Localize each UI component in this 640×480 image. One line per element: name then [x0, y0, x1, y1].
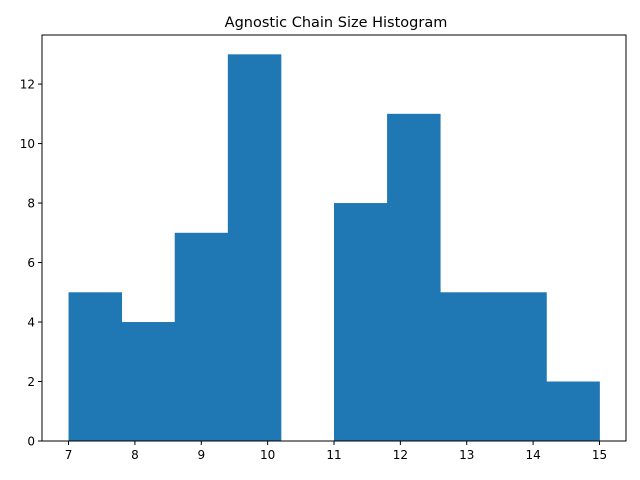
histogram-bar: [121, 322, 176, 441]
x-tick-label: 7: [65, 448, 73, 462]
plot-frame: [41, 34, 627, 442]
y-tick-label: 6: [27, 256, 35, 270]
y-tick-label: 4: [27, 316, 35, 330]
y-axis: 0 2 4 6 8 10 12: [20, 78, 42, 449]
histogram-bar: [334, 203, 388, 441]
bars-group: [68, 54, 600, 441]
histogram-bar: [440, 292, 494, 441]
y-tick-label: 0: [27, 435, 35, 449]
x-tick-label: 11: [326, 448, 341, 462]
y-tick-label: 12: [20, 78, 35, 92]
y-tick-label: 2: [27, 375, 35, 389]
histogram-bar: [227, 54, 282, 441]
x-tick-label: 8: [131, 448, 139, 462]
x-axis: 7 8 9 10 11 12 13 14 15: [65, 441, 607, 462]
histogram-bar: [493, 292, 547, 441]
histogram-bar: [546, 381, 600, 441]
x-tick-label: 13: [459, 448, 474, 462]
x-tick-label: 14: [525, 448, 540, 462]
x-tick-label: 10: [260, 448, 275, 462]
histogram-bar: [387, 113, 441, 441]
histogram-bar: [174, 232, 229, 441]
x-tick-label: 9: [197, 448, 205, 462]
histogram-bar: [68, 292, 123, 441]
x-tick-label: 12: [393, 448, 408, 462]
chart-title: Agnostic Chain Size Histogram: [225, 15, 448, 31]
y-tick-label: 10: [20, 137, 35, 151]
x-tick-label: 15: [592, 448, 607, 462]
y-tick-label: 8: [27, 197, 35, 211]
